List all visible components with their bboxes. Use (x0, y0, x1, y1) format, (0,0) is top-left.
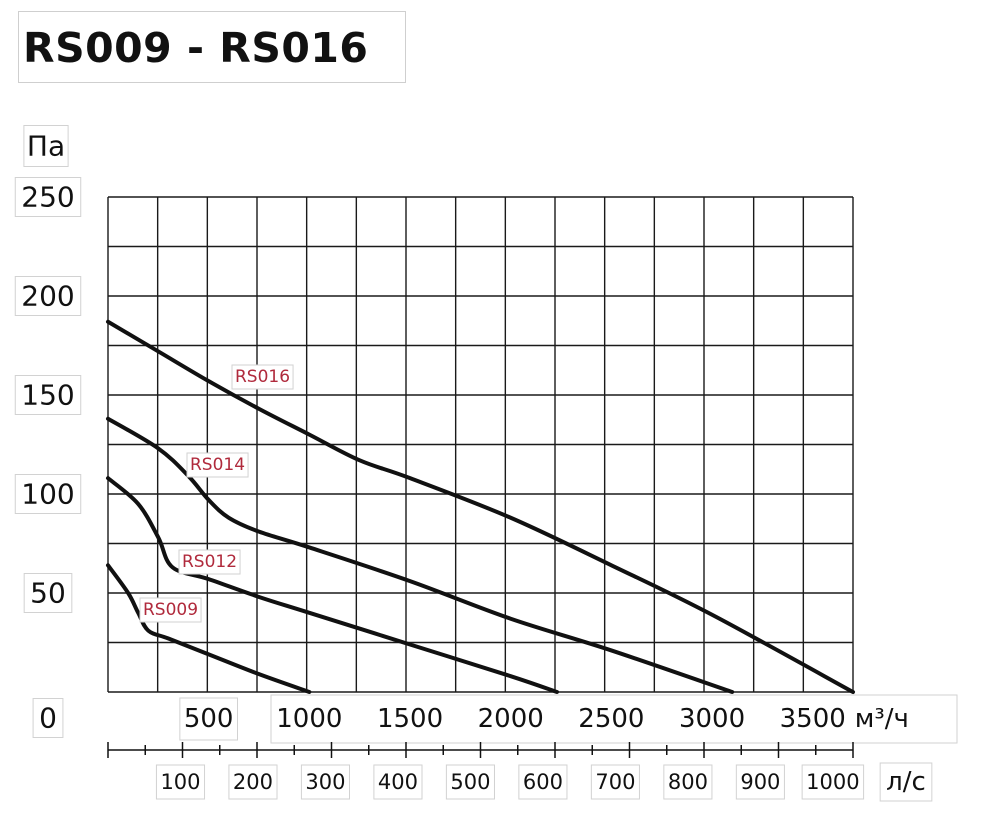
y-tick-label: 100 (14, 474, 82, 514)
y-tick-label-box (14, 177, 82, 217)
x2-axis-unit-text: л/с (886, 767, 926, 797)
grid (107, 196, 854, 693)
y-axis-unit: Па (23, 125, 69, 167)
series-line-rs016 (106, 319, 855, 694)
y-tick-label-box (14, 474, 82, 514)
y-tick-label-text: 50 (30, 577, 66, 610)
series-label-rs014: RS014 (186, 452, 249, 478)
x2-tick-label-text: 1000 (806, 770, 859, 794)
x2-tick-label-text: 300 (305, 770, 345, 794)
x2-tick-label: 600 (518, 764, 568, 800)
series-label-box (186, 452, 249, 478)
x-tick-label: 3500 (780, 704, 846, 734)
x-tick-label: 500 (179, 697, 238, 741)
x2-tick-label-box (801, 764, 865, 800)
x2-tick-label-text: 500 (450, 770, 490, 794)
y-tick-label-box (23, 573, 73, 613)
series-label-box (178, 549, 241, 575)
chart-title: RS009 - RS016 (23, 24, 369, 72)
title-box: RS009 - RS016 (18, 11, 406, 83)
x2-tick-label-box (300, 764, 351, 800)
y-tick-label-text: 200 (21, 280, 74, 313)
x2-tick-label-text: 100 (160, 770, 200, 794)
x-tick-label: 1000 (276, 704, 342, 734)
x2-tick-label-box (373, 764, 423, 800)
x2-tick-label-box (445, 764, 495, 800)
series-line-rs012 (106, 476, 560, 694)
series-line-rs009 (106, 563, 312, 694)
y-tick-label-text: 250 (21, 181, 74, 214)
x2-tick-label: 500 (445, 764, 495, 800)
y-tick-label: 0 (32, 698, 64, 738)
x2-tick-label-box (663, 764, 713, 800)
series-label-box (139, 597, 202, 623)
y-axis-unit-box (23, 125, 69, 167)
x-tick-label: 2500 (578, 704, 644, 734)
y-axis-unit-text: Па (27, 130, 65, 163)
y-tick-label-text: 0 (39, 702, 57, 735)
y-tick-label-text: 150 (21, 379, 74, 412)
series-label-box (231, 364, 294, 390)
x-axis-unit: м³/ч (855, 704, 909, 734)
y-tick-label-box (14, 276, 82, 316)
x2-tick-label-text: 200 (233, 770, 273, 794)
x2-tick-label: 100 (155, 764, 206, 800)
x2-tick-label: 800 (663, 764, 713, 800)
y-tick-label: 200 (14, 276, 82, 316)
x2-tick-label: 200 (228, 764, 278, 800)
x2-tick-label-box (518, 764, 568, 800)
series-label-text: RS012 (182, 552, 237, 572)
x2-tick-label-text: 900 (740, 770, 780, 794)
x2-tick-label: 700 (590, 764, 640, 800)
x2-axis-unit: л/с (879, 762, 933, 802)
series-label-rs009: RS009 (139, 597, 202, 623)
series-lines: RS016 RS014 RS012 RS009 (106, 319, 855, 694)
y-axis: Па 250 200 150 100 50 0 (14, 125, 82, 738)
series-label-text: RS009 (143, 600, 198, 620)
y-tick-label: 150 (14, 375, 82, 415)
secondary-x-axis: 100 200 300 400 500 600 700 800 900 1000 л/с (107, 742, 933, 802)
x-tick-label-text: 500 (184, 704, 234, 734)
x2-tick-label-box (155, 764, 206, 800)
x-tick-group-box (270, 694, 958, 744)
y-tick-label: 50 (23, 573, 73, 613)
series-label-rs016: RS016 (231, 364, 294, 390)
x-tick-label: 1500 (377, 704, 443, 734)
x-tick-label: 2000 (478, 704, 544, 734)
x-tick-label: 3000 (679, 704, 745, 734)
y-tick-label: 250 (14, 177, 82, 217)
x2-tick-label-text: 600 (523, 770, 563, 794)
series-label-text: RS014 (190, 455, 245, 475)
x2-axis-unit-box (879, 762, 933, 802)
y-tick-label-box (32, 698, 64, 738)
x-tick-group: 1000 1500 2000 2500 3000 3500 м³/ч (270, 694, 958, 744)
x2-tick-label-box (590, 764, 640, 800)
x2-tick-label-box (228, 764, 278, 800)
y-tick-label-text: 100 (21, 478, 74, 511)
x2-tick-label-box (735, 764, 785, 800)
x2-tick-label: 300 (300, 764, 351, 800)
x-axis: 500 1000 1500 2000 2500 3000 3500 м³/ч (179, 694, 958, 744)
x2-tick-label: 1000 (801, 764, 865, 800)
series-label-text: RS016 (235, 367, 290, 387)
x2-tick-label: 400 (373, 764, 423, 800)
x-tick-label-box (179, 697, 238, 741)
x2-tick-label-text: 700 (595, 770, 635, 794)
y-tick-label-box (14, 375, 82, 415)
series-label-rs012: RS012 (178, 549, 241, 575)
x2-tick-label-text: 400 (378, 770, 418, 794)
x2-tick-label: 900 (735, 764, 785, 800)
x2-tick-label-text: 800 (668, 770, 708, 794)
